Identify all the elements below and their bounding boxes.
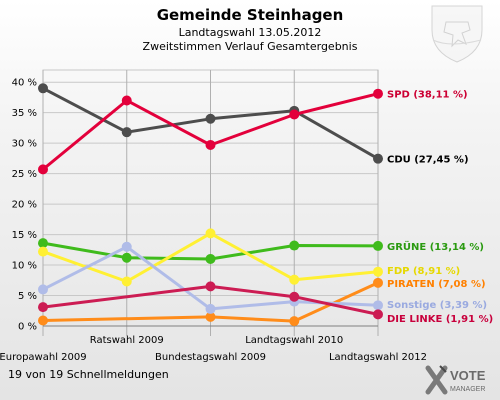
y-tick-label: 40 % [12, 78, 37, 89]
data-point-sonstige [121, 241, 132, 252]
x-tick-label: Landtagswahl 2010 [245, 335, 343, 346]
data-point-sonstige [373, 300, 383, 311]
data-point-gr-ne [373, 240, 383, 251]
data-point-gr-ne [121, 252, 132, 263]
footer-note: 19 von 19 Schnellmeldungen [8, 368, 169, 381]
chart-subtitle-1: Landtagswahl 13.05.2012 [179, 26, 322, 39]
data-point-spd [121, 95, 132, 106]
data-point-fdp [289, 274, 300, 285]
end-label-piraten: PIRATEN (7,08 %) [387, 279, 486, 290]
data-point-gr-ne [205, 253, 216, 264]
data-point-fdp [205, 228, 216, 239]
data-point-spd [38, 164, 48, 175]
x-tick-label: Ratswahl 2009 [90, 335, 164, 346]
y-tick-label: 20 % [12, 200, 37, 211]
data-point-fdp [38, 246, 48, 257]
vote-manager-logo: VOTE MANAGER [425, 365, 486, 395]
chart-grid [42, 69, 379, 336]
x-tick-label: Bundestagswahl 2009 [155, 352, 266, 363]
y-tick-label: 15 % [12, 230, 37, 241]
data-point-die-linke [373, 309, 383, 320]
data-point-gr-ne [38, 238, 48, 249]
series-line-die-linke [42, 284, 379, 316]
y-tick-label: 35 % [12, 108, 37, 119]
data-point-cdu [373, 153, 383, 164]
chart-subtitle-2: Zweitstimmen Verlauf Gesamtergebnis [143, 40, 358, 53]
data-point-fdp [121, 276, 132, 287]
end-label-cdu: CDU (27,45 %) [387, 155, 469, 166]
y-tick-label: 5 % [18, 291, 37, 302]
data-point-sonstige [38, 284, 48, 295]
data-point-piraten [38, 315, 48, 326]
chart-series [38, 83, 383, 327]
chart-title: Gemeinde Steinhagen [157, 6, 344, 24]
data-point-die-linke [38, 302, 48, 313]
end-label-fdp: FDP (8,91 %) [387, 266, 460, 277]
end-label-spd: SPD (38,11 %) [387, 90, 468, 101]
y-tick-label: 0 % [18, 322, 37, 333]
data-point-spd [373, 88, 383, 99]
data-point-cdu [38, 83, 48, 94]
end-label-sonstige: Sonstige (3,39 %) [387, 300, 487, 311]
coat-of-arms-logo [431, 5, 483, 63]
y-tick-label: 25 % [12, 169, 37, 180]
data-point-spd [205, 139, 216, 150]
chart-axes: 0 % 5 % 10 % 15 % 20 % 25 % 30 % 35 % 40 % Europa… [0, 78, 427, 363]
data-point-cdu [121, 127, 132, 138]
data-point-piraten [289, 316, 300, 327]
end-label-gr-ne: GRÜNE (13,14 %) [387, 239, 484, 253]
y-tick-label: 30 % [12, 139, 37, 150]
data-point-piraten [373, 277, 383, 288]
data-point-spd [289, 109, 300, 120]
data-point-sonstige [205, 303, 216, 314]
logo-text-vote: VOTE [450, 368, 486, 383]
data-point-die-linke [205, 281, 216, 292]
y-tick-label: 10 % [12, 261, 37, 272]
logo-text-manager: MANAGER [450, 386, 485, 393]
data-point-die-linke [289, 291, 300, 302]
data-point-piraten [205, 311, 216, 322]
data-point-cdu [205, 113, 216, 124]
x-tick-label: Europawahl 2009 [0, 352, 87, 363]
x-tick-label: Landtagswahl 2012 [329, 352, 427, 363]
data-point-gr-ne [289, 240, 300, 251]
data-point-fdp [373, 266, 383, 277]
end-label-die-linke: DIE LINKE (1,91 %) [387, 314, 493, 325]
series-end-labels: CDU (27,45 %) SPD (38,11 %) GRÜNE (13,14 %… [387, 90, 493, 325]
